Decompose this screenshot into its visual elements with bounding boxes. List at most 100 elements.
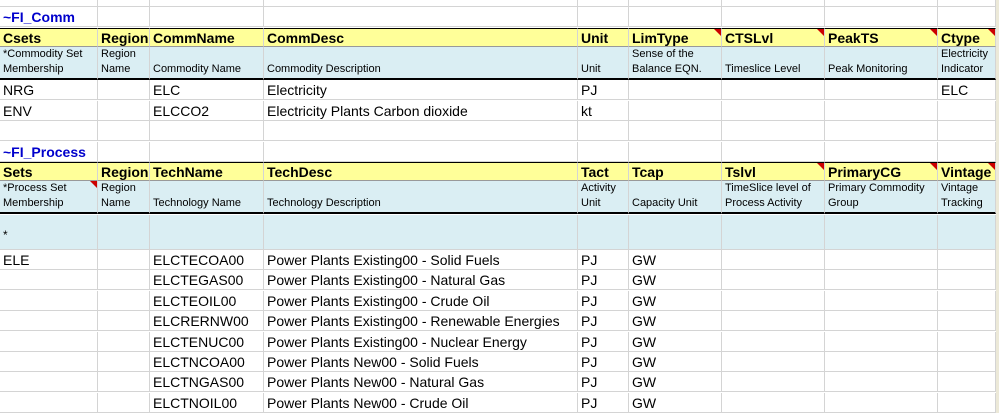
cell[interactable] <box>98 80 150 101</box>
cell[interactable] <box>629 121 722 142</box>
cell[interactable] <box>938 100 996 121</box>
cell[interactable] <box>825 100 938 121</box>
cell[interactable]: Power Plants New00 - Solid Fuels <box>264 351 578 372</box>
cell[interactable] <box>938 311 996 332</box>
cell[interactable]: GW <box>629 372 722 393</box>
cell[interactable] <box>0 270 98 291</box>
cell[interactable] <box>825 250 938 270</box>
process-header-techdesc[interactable]: TechDesc <box>264 161 578 181</box>
cell[interactable] <box>629 100 722 121</box>
process-header-tact[interactable]: Tact <box>578 161 629 181</box>
cell[interactable] <box>98 392 150 413</box>
cell[interactable] <box>722 290 825 311</box>
cell[interactable] <box>722 100 825 121</box>
process-desc-cell[interactable]: Activity Unit <box>578 181 629 215</box>
cell[interactable] <box>938 0 996 7</box>
cell[interactable]: ELCTNOIL00 <box>150 392 264 413</box>
cell[interactable] <box>938 7 996 28</box>
cell[interactable] <box>938 372 996 393</box>
cell[interactable] <box>629 80 722 101</box>
cell[interactable] <box>938 290 996 311</box>
cell[interactable] <box>98 311 150 332</box>
cell[interactable]: ELCTEOIL00 <box>150 290 264 311</box>
cell[interactable] <box>938 331 996 352</box>
cell[interactable] <box>938 214 996 250</box>
cell[interactable] <box>0 121 98 142</box>
cell[interactable] <box>825 290 938 311</box>
cell[interactable] <box>264 0 578 7</box>
cell[interactable] <box>938 351 996 372</box>
cell[interactable]: ELCTENUC00 <box>150 331 264 352</box>
cell[interactable] <box>150 214 264 250</box>
process-section-title[interactable]: ~FI_Process <box>0 141 98 162</box>
comm-desc-cell[interactable]: Commodity Description <box>264 47 578 81</box>
process-desc-cell[interactable]: Technology Description <box>264 181 578 215</box>
cell[interactable]: PJ <box>578 392 629 413</box>
cell[interactable] <box>98 351 150 372</box>
comm-header-peakts[interactable]: PeakTS <box>825 27 938 47</box>
cell[interactable] <box>98 0 150 7</box>
comm-desc-cell[interactable]: Sense of the Balance EQN. <box>629 47 722 81</box>
cell[interactable] <box>264 141 578 162</box>
cell[interactable] <box>825 141 938 162</box>
cell[interactable]: Power Plants Existing00 - Natural Gas <box>264 270 578 291</box>
cell[interactable] <box>150 141 264 162</box>
cell[interactable]: PJ <box>578 80 629 101</box>
process-header-sets[interactable]: Sets <box>0 161 98 181</box>
cell[interactable] <box>98 331 150 352</box>
cell[interactable] <box>722 372 825 393</box>
process-header-techname[interactable]: TechName <box>150 161 264 181</box>
cell[interactable]: PJ <box>578 290 629 311</box>
cell[interactable]: PJ <box>578 311 629 332</box>
cell[interactable] <box>825 331 938 352</box>
process-desc-cell[interactable]: Primary Commodity Group <box>825 181 938 215</box>
cell[interactable] <box>0 311 98 332</box>
cell[interactable] <box>0 392 98 413</box>
comm-header-commdesc[interactable]: CommDesc <box>264 27 578 47</box>
cell[interactable]: PJ <box>578 331 629 352</box>
comm-desc-cell[interactable]: Peak Monitoring <box>825 47 938 81</box>
cell[interactable]: ELC <box>150 80 264 101</box>
cell[interactable]: GW <box>629 270 722 291</box>
cell[interactable] <box>722 80 825 101</box>
comm-header-ctype[interactable]: Ctype <box>938 27 996 47</box>
cell[interactable] <box>722 250 825 270</box>
process-desc-cell[interactable]: Capacity Unit <box>629 181 722 215</box>
cell[interactable] <box>938 392 996 413</box>
cell[interactable] <box>98 270 150 291</box>
process-header-primarycg[interactable]: PrimaryCG <box>825 161 938 181</box>
process-header-tslvl[interactable]: Tslvl <box>722 161 825 181</box>
cell[interactable] <box>0 351 98 372</box>
cell[interactable]: GW <box>629 392 722 413</box>
cell[interactable]: ELCTNCOA00 <box>150 351 264 372</box>
cell[interactable]: PJ <box>578 372 629 393</box>
cell[interactable] <box>722 311 825 332</box>
cell[interactable] <box>825 0 938 7</box>
comm-desc-cell[interactable]: *Commodity Set Membership <box>0 47 98 81</box>
cell[interactable] <box>938 141 996 162</box>
process-desc-cell[interactable]: *Process Set Membership <box>0 181 98 215</box>
cell[interactable]: Power Plants Existing00 - Nuclear Energy <box>264 331 578 352</box>
cell[interactable]: PJ <box>578 250 629 270</box>
cell[interactable] <box>938 270 996 291</box>
cell[interactable] <box>825 351 938 372</box>
cell[interactable] <box>98 7 150 28</box>
cell[interactable]: PJ <box>578 270 629 291</box>
cell[interactable]: kt <box>578 100 629 121</box>
comm-header-limtype[interactable]: LimType <box>629 27 722 47</box>
comm-section-title[interactable]: ~FI_Comm <box>0 7 98 28</box>
cell[interactable] <box>825 311 938 332</box>
cell[interactable] <box>722 351 825 372</box>
cell[interactable] <box>938 250 996 270</box>
cell[interactable] <box>938 121 996 142</box>
star-cell[interactable]: * <box>0 214 98 250</box>
cell[interactable]: GW <box>629 311 722 332</box>
cell[interactable] <box>264 7 578 28</box>
comm-header-unit[interactable]: Unit <box>578 27 629 47</box>
comm-header-commname[interactable]: CommName <box>150 27 264 47</box>
cell[interactable] <box>98 290 150 311</box>
cell[interactable]: GW <box>629 351 722 372</box>
cell[interactable] <box>825 80 938 101</box>
process-desc-cell[interactable]: Region Name <box>98 181 150 215</box>
process-header-vintage[interactable]: Vintage <box>938 161 996 181</box>
